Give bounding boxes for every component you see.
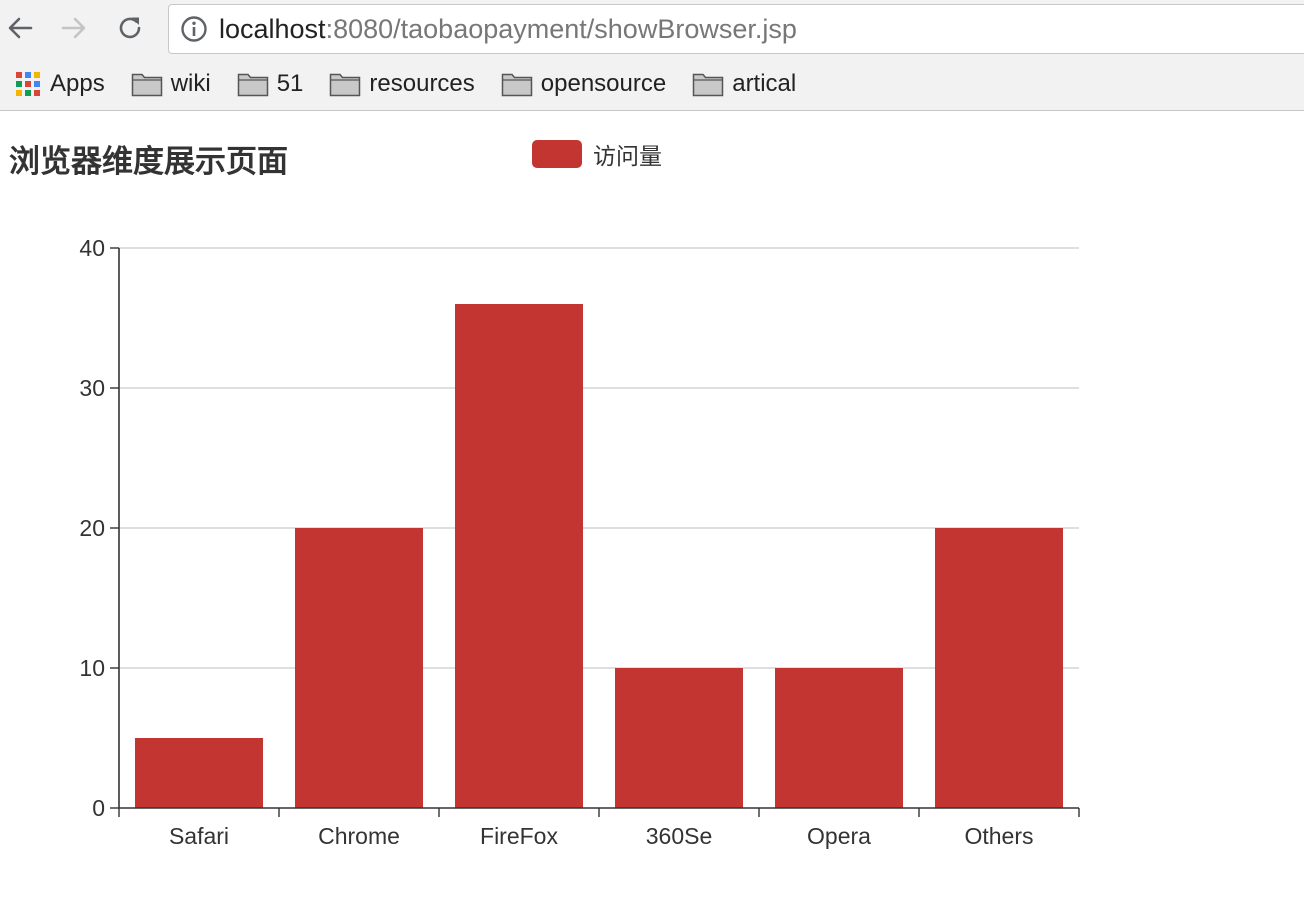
folder-icon [692, 73, 724, 97]
reload-icon [119, 17, 141, 39]
legend-label: 访问量 [593, 144, 662, 170]
bookmark-folder-resources[interactable]: resources [323, 64, 480, 104]
bookmark-label: opensource [540, 70, 667, 97]
folder-icon [131, 73, 162, 97]
y-tick-label: 20 [79, 515, 105, 541]
bookmarks-bar: Apps wiki 51 resources opensource [0, 58, 1304, 111]
apps-grid-icon [14, 70, 42, 98]
bar[interactable] [935, 528, 1063, 808]
forward-button[interactable] [56, 10, 92, 46]
bar[interactable] [455, 304, 583, 808]
y-tick-label: 30 [79, 375, 105, 401]
bar-chart: 0 10 20 30 40 Safari Chrome FireFox 360Se Opera Ot… [79, 235, 1080, 849]
x-tick-label: Opera [807, 823, 871, 849]
x-tick-label: 360Se [646, 823, 713, 849]
info-icon[interactable] [179, 14, 209, 44]
bookmark-apps[interactable]: Apps [8, 64, 111, 104]
url-host: localhost [219, 13, 326, 44]
url-text: localhost:8080/taobaopayment/showBrowser… [219, 14, 797, 45]
page-title: 浏览器维度展示页面 [9, 144, 288, 180]
bar[interactable] [615, 668, 743, 808]
y-tick-label: 40 [79, 235, 105, 261]
bookmark-label: 51 [276, 70, 304, 97]
reload-button[interactable] [112, 10, 148, 46]
y-tick-label: 10 [79, 655, 105, 681]
page-content: 浏览器维度展示页面 访问量 [0, 112, 1304, 922]
bookmark-label: Apps [50, 70, 105, 97]
bookmark-folder-wiki[interactable]: wiki [125, 64, 217, 104]
folder-icon [330, 73, 361, 97]
browser-toolbar: localhost:8080/taobaopayment/showBrowser… [0, 0, 1304, 58]
bar[interactable] [295, 528, 423, 808]
bookmark-label: artical [732, 70, 797, 97]
bar[interactable] [775, 668, 903, 808]
x-tick-label: Others [964, 823, 1033, 849]
chart-legend-item[interactable]: 访问量 [532, 137, 662, 171]
x-tick-label: FireFox [480, 823, 558, 849]
x-tick-label: Safari [169, 823, 229, 849]
url-path: :8080/taobaopayment/showBrowser.jsp [325, 13, 797, 44]
folder-icon [237, 73, 268, 97]
y-tick-label: 0 [92, 795, 105, 821]
forward-arrow-icon [61, 17, 86, 39]
address-bar[interactable]: localhost:8080/taobaopayment/showBrowser… [168, 4, 1304, 54]
bookmark-folder-opensource[interactable]: opensource [495, 64, 672, 104]
bookmark-folder-artical[interactable]: artical [686, 64, 802, 104]
legend-swatch [532, 140, 582, 168]
back-arrow-icon [8, 17, 33, 39]
x-tick-label: Chrome [318, 823, 400, 849]
folder-icon [501, 73, 533, 97]
bookmark-label: wiki [170, 70, 211, 97]
bookmark-label: resources [369, 70, 475, 97]
bookmark-folder-51[interactable]: 51 [231, 64, 310, 104]
back-button[interactable] [2, 10, 38, 46]
bar[interactable] [135, 738, 263, 808]
